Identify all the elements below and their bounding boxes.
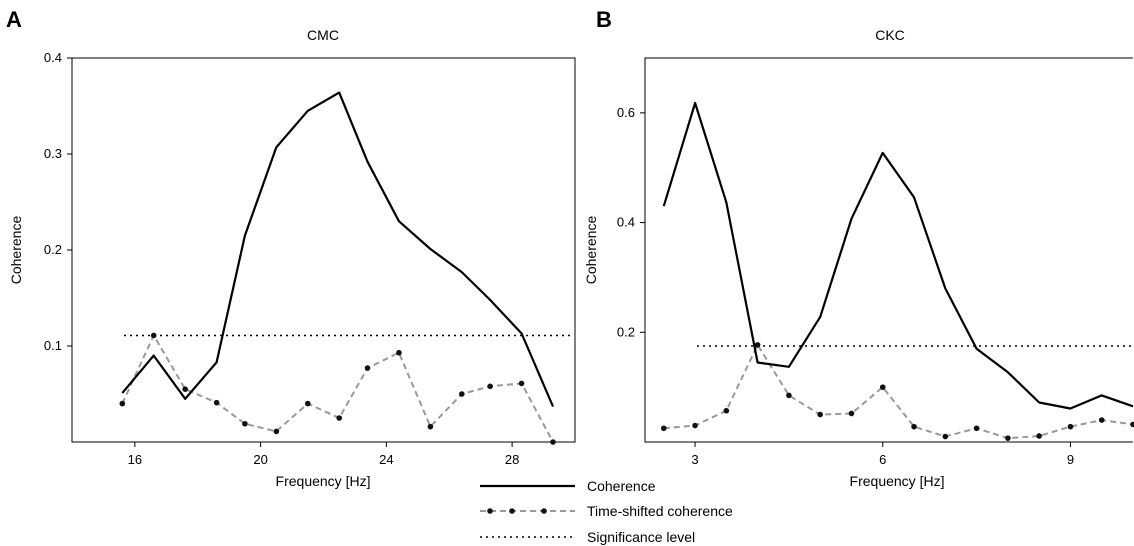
time-shifted-point-a-5 — [273, 428, 280, 435]
x-tick-label-b-2: 9 — [1067, 452, 1074, 467]
x-tick-label-a-1: 20 — [253, 452, 267, 467]
legend-label-significance: Significance level — [587, 529, 695, 545]
y-tick-label-a-0: 0.1 — [44, 338, 62, 353]
time-shifted-point-b-5 — [817, 411, 823, 418]
time-shifted-point-a-7 — [336, 415, 343, 421]
time-shifted-point-a-3 — [213, 399, 220, 406]
time-shifted-point-a-10 — [427, 423, 434, 430]
time-shifted-point-b-14 — [1098, 417, 1105, 423]
chart-title-cmc: CMC — [307, 27, 339, 43]
time-shifted-point-b-4 — [786, 392, 792, 399]
time-shifted-point-b-13 — [1067, 423, 1074, 430]
time-shifted-point-b-6 — [848, 410, 855, 417]
time-shifted-point-a-14 — [550, 439, 556, 445]
time-shifted-point-a-12 — [487, 383, 493, 390]
y-tick-label-a-1: 0.2 — [44, 242, 62, 257]
x-axis-label-a: Frequency [Hz] — [276, 473, 371, 489]
panel-letter-a: A — [6, 7, 22, 32]
x-axis-label-b: Frequency [Hz] — [850, 473, 945, 489]
time-shifted-point-b-3 — [754, 342, 761, 348]
legend-marker-2 — [541, 508, 547, 514]
time-shifted-point-b-7 — [879, 384, 886, 390]
time-shifted-point-b-2 — [723, 407, 730, 414]
time-shifted-point-a-6 — [304, 400, 311, 407]
x-tick-label-b-1: 6 — [879, 452, 886, 467]
time-shifted-point-a-0 — [119, 400, 126, 407]
time-shifted-point-b-11 — [1005, 435, 1011, 441]
ticks-b: 3 6 9 0.2 0.4 0.6 — [617, 105, 1074, 467]
y-tick-label-a-2: 0.3 — [44, 146, 62, 161]
panel-letter-b: B — [596, 7, 612, 32]
time-shifted-point-a-13 — [518, 380, 525, 387]
x-tick-label-a-2: 24 — [379, 452, 393, 467]
coherence-line-b — [662, 101, 1134, 410]
chart-title-ckc: CKC — [875, 27, 905, 43]
legend-label-coherence: Coherence — [587, 478, 656, 494]
legend-marker-1 — [509, 508, 515, 514]
panel-b: B CKC 3 6 9 0.2 0.4 0.6 Coherence Frequency [… — [583, 7, 1134, 489]
time-shifted-point-b-9 — [942, 433, 949, 440]
time-shifted-point-a-8 — [364, 365, 371, 371]
time-shifted-point-b-12 — [1036, 433, 1042, 439]
panel-a: A CMC 16 20 24 28 0.1 0.2 0.3 0.4 Coherence Fre… — [6, 7, 576, 489]
y-tick-label-b-1: 0.4 — [617, 215, 635, 230]
time-shifted-point-b-10 — [973, 425, 980, 432]
ticks-a: 16 20 24 28 0.1 0.2 0.3 0.4 — [44, 50, 519, 467]
y-tick-label-b-0: 0.2 — [617, 324, 635, 339]
time-shifted-point-b-15 — [1130, 421, 1134, 428]
time-shifted-point-a-1 — [150, 332, 157, 339]
plot-frame-b — [644, 57, 1133, 443]
legend: Coherence Time-shifted coherence Signifi… — [480, 478, 733, 545]
y-tick-label-a-3: 0.4 — [44, 50, 62, 65]
time-shifted-point-b-1 — [692, 422, 698, 429]
time-shifted-point-a-2 — [182, 386, 188, 393]
time-shifted-line-b — [663, 343, 1134, 440]
y-tick-label-b-2: 0.6 — [617, 105, 635, 120]
time-shifted-point-a-4 — [242, 420, 248, 427]
series-a — [119, 91, 573, 445]
coherence-line-a — [121, 91, 555, 407]
time-shifted-point-a-9 — [396, 349, 402, 356]
x-tick-label-b-0: 3 — [691, 452, 698, 467]
time-shifted-point-a-11 — [459, 391, 465, 397]
legend-label-time-shifted: Time-shifted coherence — [587, 503, 733, 519]
x-tick-label-a-0: 16 — [128, 452, 142, 467]
time-shifted-point-b-8 — [911, 423, 917, 430]
plot-frame-a — [71, 57, 576, 443]
y-axis-label-a: Coherence — [8, 216, 24, 285]
time-shifted-point-b-0 — [660, 425, 667, 432]
y-axis-label-b: Coherence — [583, 216, 599, 285]
x-tick-label-a-3: 28 — [505, 452, 519, 467]
legend-marker-3 — [487, 508, 493, 514]
series-b — [660, 101, 1134, 441]
